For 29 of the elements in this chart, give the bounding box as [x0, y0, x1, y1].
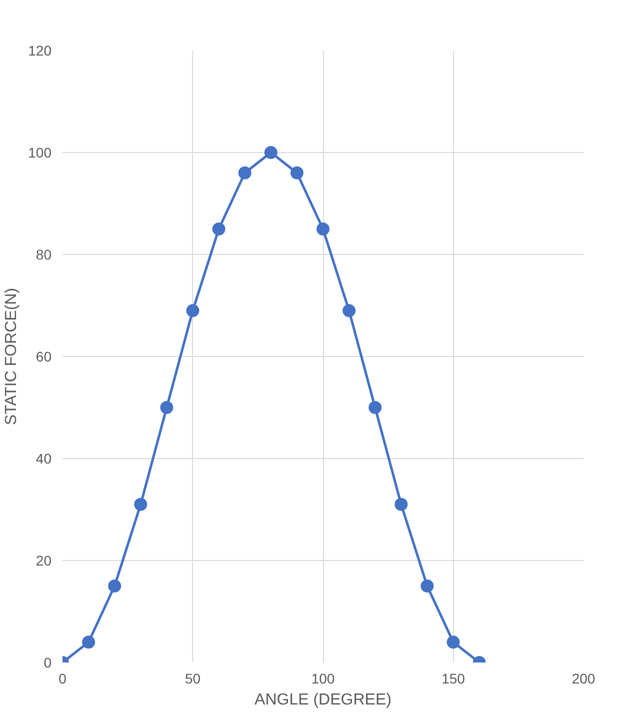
x-tick-label: 100	[311, 670, 335, 686]
y-axis-title: STATIC FORCE(N)	[3, 288, 20, 426]
x-axis-title: ANGLE (DEGREE)	[254, 692, 392, 708]
point	[316, 222, 330, 236]
point	[290, 166, 304, 180]
y-tick-label: 100	[28, 144, 52, 160]
x-tick-label: 200	[572, 670, 596, 686]
point	[420, 580, 434, 592]
point	[134, 498, 148, 511]
point	[368, 401, 382, 414]
x-tick-label: 150	[442, 670, 466, 686]
point	[212, 222, 226, 236]
point	[186, 304, 200, 318]
point	[394, 498, 408, 511]
y-tick-label: 120	[28, 42, 52, 58]
y-tick-label: 80	[36, 246, 52, 262]
point	[342, 304, 356, 318]
point	[264, 146, 278, 159]
y-tick-label: 0	[44, 654, 52, 670]
point	[446, 636, 460, 649]
y-tick-label: 40	[36, 450, 52, 466]
x-tick-label: 0	[58, 670, 67, 686]
point	[160, 401, 174, 414]
y-tick-label: 20	[36, 552, 52, 568]
point	[108, 580, 122, 592]
x-tick-label: 50	[184, 670, 201, 686]
point	[82, 636, 96, 649]
y-tick-label: 60	[36, 348, 52, 364]
point	[238, 166, 252, 180]
